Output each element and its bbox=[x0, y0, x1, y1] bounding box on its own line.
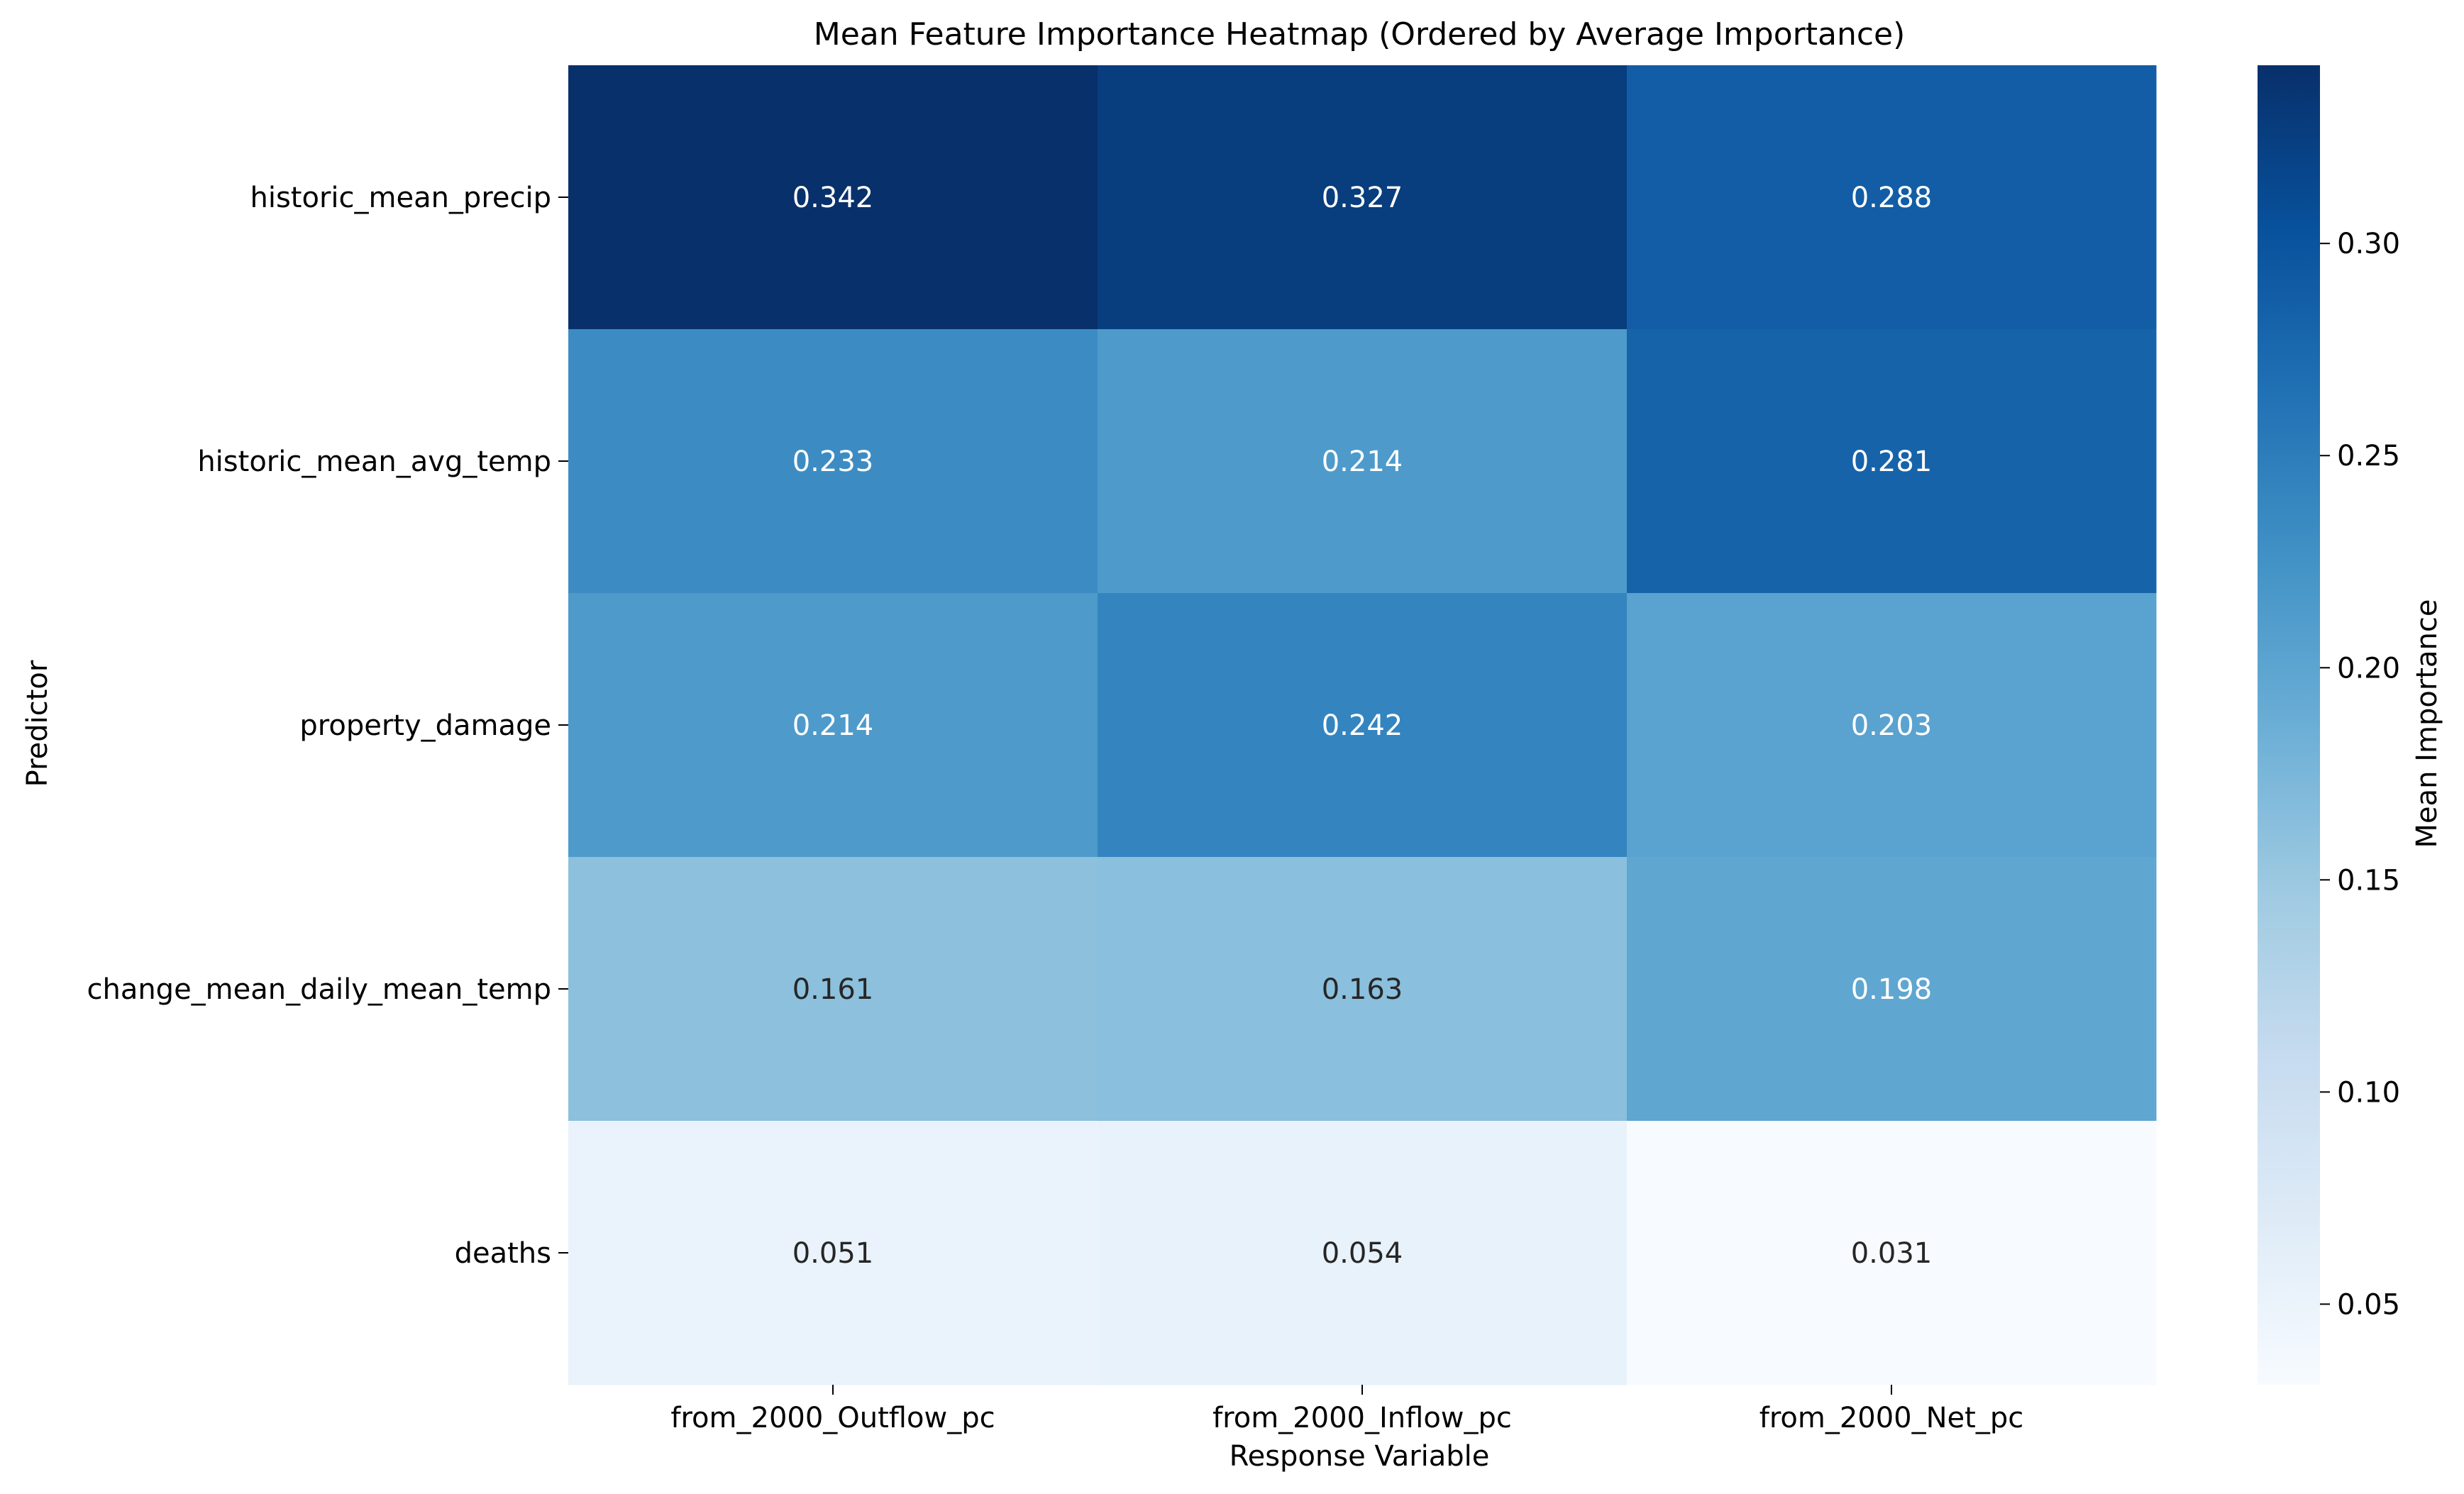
heatmap-cell bbox=[568, 593, 1098, 858]
colorbar-tick-label: 0.20 bbox=[2337, 652, 2400, 685]
y-axis-label: Predictor bbox=[21, 660, 54, 787]
heatmap-cell bbox=[568, 329, 1098, 594]
cell-value-label: 0.214 bbox=[792, 709, 874, 742]
heatmap-cell bbox=[1098, 65, 1628, 330]
cell-value-label: 0.051 bbox=[792, 1237, 874, 1270]
x-tick-label: from_2000_Inflow_pc bbox=[1212, 1402, 1512, 1434]
y-tick-label: change_mean_daily_mean_temp bbox=[87, 973, 551, 1006]
colorbar-tick-label: 0.10 bbox=[2337, 1076, 2400, 1109]
heatmap-cells: 0.342 0.327 0.288 0.233 0.214 0.281 0.214 0.242… bbox=[568, 65, 2157, 1385]
colorbar-label: Mean Importance bbox=[2411, 599, 2443, 848]
cell-value-label: 0.198 bbox=[1851, 973, 1933, 1006]
y-tick-label: historic_mean_precip bbox=[250, 182, 551, 214]
y-tick-label: deaths bbox=[455, 1237, 551, 1270]
cell-value-label: 0.288 bbox=[1851, 182, 1933, 214]
heatmap-cell bbox=[1098, 593, 1628, 858]
x-tick-label: from_2000_Net_pc bbox=[1759, 1402, 2023, 1434]
cell-value-label: 0.327 bbox=[1322, 182, 1403, 214]
heatmap-cell bbox=[568, 65, 1098, 330]
y-axis-ticks: historic_mean_precip historic_mean_avg_te… bbox=[87, 182, 568, 1270]
cell-value-label: 0.214 bbox=[1322, 446, 1403, 478]
cell-value-label: 0.054 bbox=[1322, 1237, 1403, 1270]
x-axis-ticks: from_2000_Outflow_pc from_2000_Inflow_pc f… bbox=[670, 1385, 2023, 1434]
cell-value-label: 0.242 bbox=[1322, 709, 1403, 742]
heatmap-cell bbox=[1627, 65, 2157, 330]
cell-value-label: 0.281 bbox=[1851, 446, 1933, 478]
x-tick-label: from_2000_Outflow_pc bbox=[670, 1402, 995, 1434]
x-axis-label: Response Variable bbox=[1230, 1440, 1490, 1473]
cell-value-label: 0.161 bbox=[792, 973, 874, 1006]
colorbar-tick-label: 0.25 bbox=[2337, 440, 2400, 472]
heatmap-cell bbox=[1098, 857, 1628, 1122]
cell-value-label: 0.031 bbox=[1851, 1237, 1933, 1270]
colorbar-tick-label: 0.15 bbox=[2337, 864, 2400, 897]
cell-value-label: 0.342 bbox=[792, 182, 874, 214]
heatmap-cell bbox=[1627, 593, 2157, 858]
cell-value-label: 0.233 bbox=[792, 446, 874, 478]
y-tick-label: property_damage bbox=[299, 709, 551, 742]
heatmap-cell bbox=[568, 1121, 1098, 1385]
chart-title: Mean Feature Importance Heatmap (Ordered… bbox=[814, 16, 1906, 52]
heatmap-cell bbox=[1627, 1121, 2157, 1385]
colorbar-gradient bbox=[2258, 65, 2320, 1385]
heatmap-cell bbox=[1098, 1121, 1628, 1385]
cell-value-label: 0.203 bbox=[1851, 709, 1933, 742]
heatmap-cell bbox=[1098, 329, 1628, 594]
y-tick-label: historic_mean_avg_temp bbox=[197, 446, 551, 478]
cell-value-label: 0.163 bbox=[1322, 973, 1403, 1006]
heatmap-cell bbox=[1627, 857, 2157, 1122]
colorbar-tick-label: 0.05 bbox=[2337, 1288, 2400, 1321]
colorbar: 0.05 0.10 0.15 0.20 0.25 0.30 bbox=[2258, 65, 2400, 1385]
heatmap-cell bbox=[1627, 329, 2157, 594]
colorbar-tick-label: 0.30 bbox=[2337, 228, 2400, 260]
heatmap-cell bbox=[568, 857, 1098, 1122]
